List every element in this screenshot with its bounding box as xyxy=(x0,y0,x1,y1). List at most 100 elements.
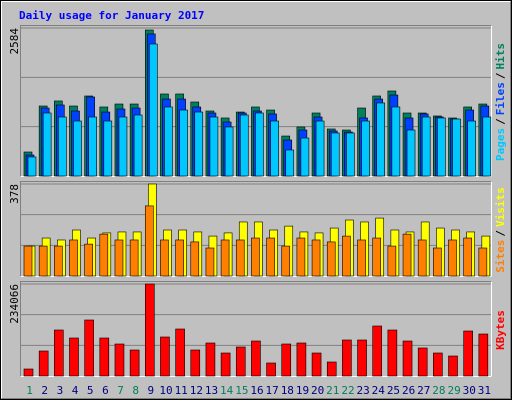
bar xyxy=(417,239,427,277)
x-tick-label: 21 xyxy=(326,384,339,397)
legend-entry: KBytes xyxy=(494,310,507,350)
bar xyxy=(463,237,472,277)
bar xyxy=(326,361,337,377)
legend-entry: Files xyxy=(494,82,507,115)
bar xyxy=(84,319,94,377)
x-tick-label: 3 xyxy=(57,384,64,397)
bar xyxy=(27,156,37,177)
bar xyxy=(281,245,291,277)
x-tick-label: 8 xyxy=(132,384,139,397)
x-tick-label: 2 xyxy=(41,384,48,397)
bar xyxy=(129,239,139,277)
x-tick-label: 14 xyxy=(220,384,234,397)
bar xyxy=(387,329,398,377)
bar xyxy=(129,349,140,377)
bar xyxy=(433,247,442,277)
x-tick-label: 12 xyxy=(190,384,203,397)
bar xyxy=(42,112,52,177)
bar xyxy=(205,342,216,377)
bar xyxy=(311,352,322,377)
bar xyxy=(58,116,67,177)
bar xyxy=(235,239,245,277)
x-tick-label: 27 xyxy=(417,384,430,397)
bar xyxy=(144,283,155,377)
bar xyxy=(482,116,492,177)
bar xyxy=(433,352,443,377)
bar xyxy=(315,120,325,177)
bar xyxy=(88,116,97,177)
x-tick-label: 9 xyxy=(148,384,155,397)
bar xyxy=(175,239,184,277)
bar xyxy=(179,109,188,177)
x-tick-label: 29 xyxy=(447,384,460,397)
bar xyxy=(372,237,382,277)
x-tick-label: 6 xyxy=(102,384,109,397)
bar xyxy=(205,247,215,277)
x-tick-label: 18 xyxy=(281,384,294,397)
x-tick-label: 5 xyxy=(87,384,94,397)
bar xyxy=(342,235,351,277)
bar xyxy=(69,337,79,377)
x-tick-label: 4 xyxy=(72,384,79,397)
bar xyxy=(54,245,63,277)
legend: Sites / Visits xyxy=(494,187,507,273)
chart-title: Daily usage for January 2017 xyxy=(19,9,204,22)
bar xyxy=(266,237,275,277)
y-tick-label: 2584 xyxy=(8,28,21,55)
bar xyxy=(23,368,34,377)
legend: Pages / Files / Hits xyxy=(494,43,507,161)
x-tick-label: 20 xyxy=(311,384,324,397)
bar xyxy=(467,120,476,177)
x-tick-label: 25 xyxy=(387,384,400,397)
bar xyxy=(285,149,295,177)
bar xyxy=(23,245,33,277)
bar xyxy=(296,342,307,377)
x-tick-label: 17 xyxy=(266,384,279,397)
bar xyxy=(346,132,355,177)
bar xyxy=(194,111,204,177)
bar xyxy=(266,362,276,377)
legend-separator: / xyxy=(494,118,507,125)
bar xyxy=(448,355,458,377)
bar xyxy=(296,237,306,277)
bar xyxy=(417,347,428,377)
x-tick-label: 28 xyxy=(432,384,445,397)
x-tick-label: 1 xyxy=(26,384,33,397)
bar xyxy=(99,233,109,277)
legend-entry: Visits xyxy=(494,187,507,227)
bar xyxy=(133,114,143,177)
x-tick-label: 10 xyxy=(159,384,172,397)
bar xyxy=(160,239,169,277)
x-tick-label: 7 xyxy=(117,384,124,397)
bar xyxy=(387,245,397,277)
bar xyxy=(84,243,93,277)
bar xyxy=(357,339,367,377)
bar xyxy=(224,126,234,177)
bar xyxy=(421,116,431,177)
bar xyxy=(311,239,321,277)
bar xyxy=(38,350,49,377)
bar xyxy=(437,117,446,177)
bar xyxy=(164,106,173,177)
bar xyxy=(478,333,489,377)
bar xyxy=(148,43,158,177)
bar xyxy=(452,118,461,177)
x-tick-label: 19 xyxy=(296,384,309,397)
bar xyxy=(99,337,110,377)
bar xyxy=(190,241,200,277)
bar xyxy=(478,247,488,277)
bar xyxy=(357,239,366,277)
legend-entry: Hits xyxy=(494,43,507,70)
bar xyxy=(463,330,473,377)
bar xyxy=(38,245,48,277)
legend-entry: Sites xyxy=(494,240,507,273)
bar xyxy=(402,233,412,277)
legend-separator: / xyxy=(494,72,507,79)
legend-separator: / xyxy=(494,230,507,237)
x-tick-label: 22 xyxy=(341,384,354,397)
x-tick-label: 30 xyxy=(463,384,476,397)
bar xyxy=(326,241,336,277)
